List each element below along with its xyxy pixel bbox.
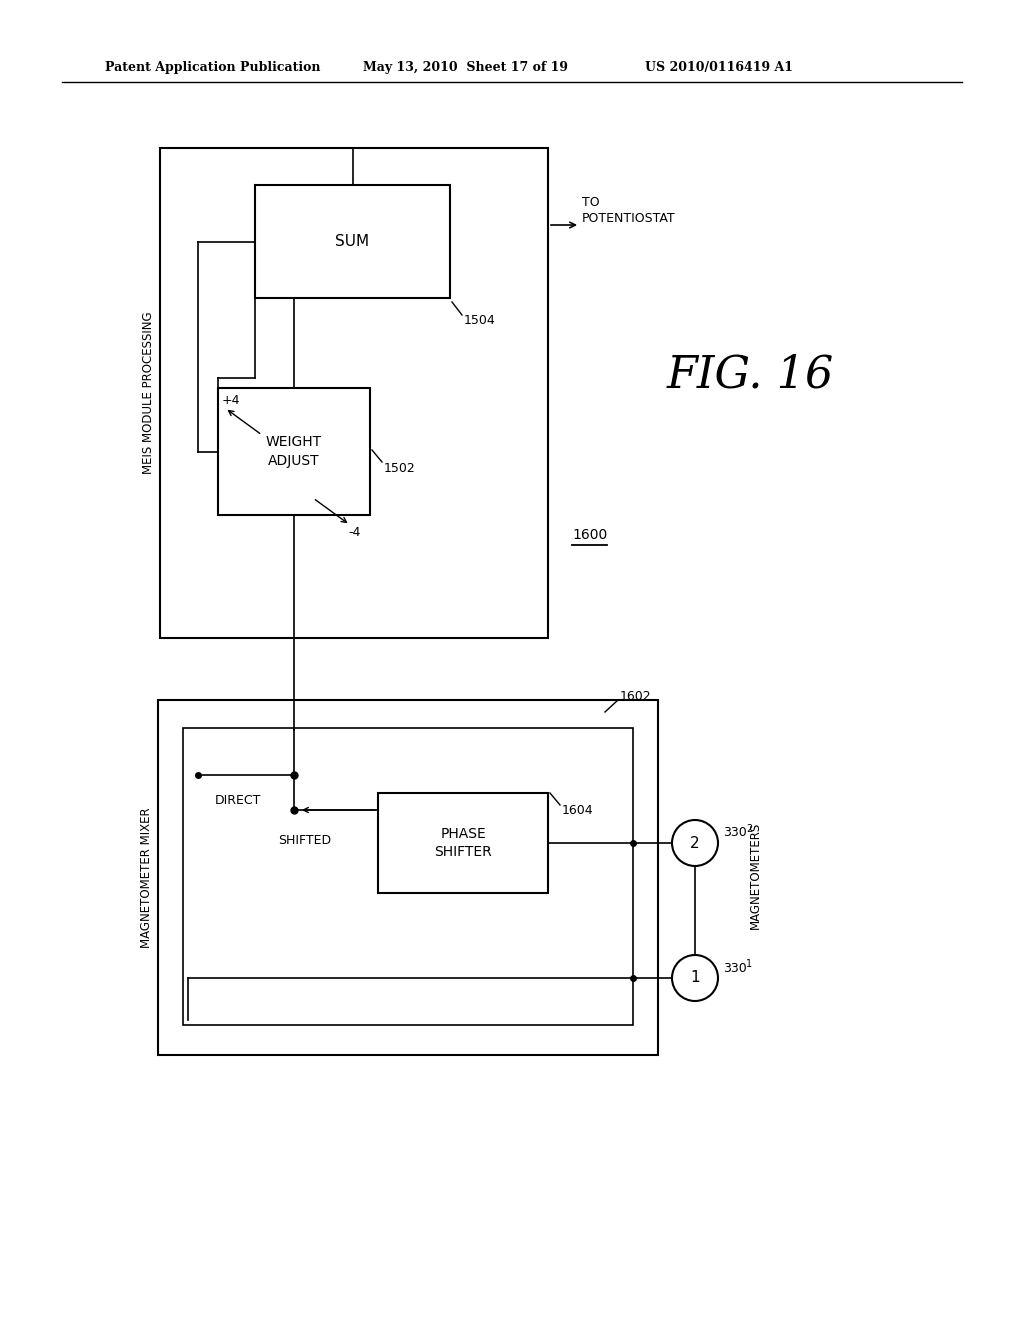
Text: 1600: 1600 [572,528,607,543]
Text: PHASE
SHIFTER: PHASE SHIFTER [434,826,492,859]
Text: WEIGHT
ADJUST: WEIGHT ADJUST [266,436,323,467]
Text: MAGNETOMETERS: MAGNETOMETERS [749,821,762,929]
Text: TO
POTENTIOSTAT: TO POTENTIOSTAT [582,195,676,224]
Text: 1604: 1604 [562,804,594,817]
Text: 330: 330 [723,961,746,974]
Bar [160,148,548,638]
Bar [255,185,450,298]
Text: 330: 330 [723,826,746,840]
Text: May 13, 2010  Sheet 17 of 19: May 13, 2010 Sheet 17 of 19 [362,62,568,74]
Bar [218,388,370,515]
Text: MEIS MODULE PROCESSING: MEIS MODULE PROCESSING [141,312,155,474]
Text: SHIFTED: SHIFTED [278,833,331,846]
Text: +4: +4 [222,393,241,407]
Bar [378,793,548,894]
Text: 1: 1 [746,960,752,969]
Bar [183,729,633,1026]
Text: DIRECT: DIRECT [215,793,261,807]
Text: FIG. 16: FIG. 16 [667,354,834,396]
Text: 1502: 1502 [384,462,416,474]
Circle shape [672,820,718,866]
Text: 1602: 1602 [620,690,651,704]
Text: 2: 2 [690,836,699,850]
Text: -4: -4 [348,525,360,539]
Text: 1504: 1504 [464,314,496,326]
Text: US 2010/0116419 A1: US 2010/0116419 A1 [645,62,793,74]
Bar [158,700,658,1055]
Text: MAGNETOMETER MIXER: MAGNETOMETER MIXER [139,808,153,948]
Text: Patent Application Publication: Patent Application Publication [105,62,321,74]
Text: SUM: SUM [336,234,370,249]
Circle shape [672,954,718,1001]
Text: 1: 1 [690,970,699,986]
Text: 2: 2 [746,824,753,834]
